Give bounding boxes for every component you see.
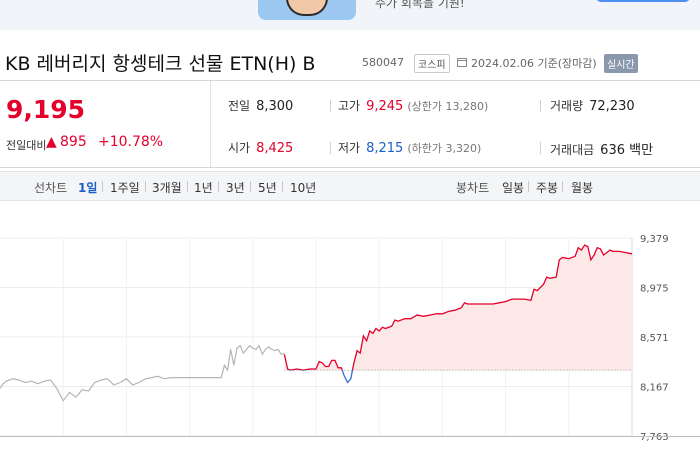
stat-high: 고가 9,245 (상한가 13,280): [338, 97, 488, 114]
stat-prev-value: 8,300: [256, 99, 294, 114]
stat-lower-limit: (하한가 3,320): [407, 142, 482, 155]
price-chart[interactable]: 9,379 8,975 8,571 8,167 7,763: [0, 228, 700, 450]
stock-code: 580047: [362, 56, 404, 69]
divider: [102, 181, 103, 192]
stat-trade-value: 거래대금 636 백만: [550, 139, 653, 158]
stat-prev: 전일 8,300: [228, 97, 293, 114]
change-percent: +10.78%: [98, 134, 164, 150]
divider: [528, 181, 529, 192]
stat-open: 시가 8,425: [228, 139, 293, 156]
calendar-icon: [457, 58, 467, 67]
divider: [330, 142, 331, 154]
stat-low-value: 8,215: [366, 141, 404, 156]
tab-monthly-candle[interactable]: 월봉: [571, 181, 594, 195]
series-line-up: [283, 244, 633, 371]
stat-low-label: 저가: [338, 141, 361, 155]
stock-name: KB 레버리지 항셍테크 선물 ETN(H) B: [5, 53, 316, 75]
y-tick-label: 8,571: [640, 333, 669, 344]
stat-trade-value-label: 거래대금: [550, 143, 595, 157]
divider: [330, 100, 331, 112]
as-of-date: 2024.02.06 기준(장마감): [471, 57, 597, 70]
quote-panel: 9,195 전일대비 ▲ 895 +10.78% 전일 8,300 고가 9,245…: [0, 80, 700, 168]
stat-open-label: 시가: [228, 141, 251, 155]
stat-open-value: 8,425: [256, 141, 294, 156]
up-arrow-icon: ▲: [46, 134, 57, 150]
price-block: 9,195 전일대비 ▲ 895 +10.78%: [0, 81, 211, 167]
divider: [540, 142, 541, 154]
divider: [187, 181, 188, 192]
ad-banner[interactable]: 주가 회복을 기원!: [0, 0, 700, 30]
change-label: 전일대비: [6, 139, 47, 152]
y-tick-label: 8,975: [640, 284, 669, 295]
y-tick-label: 8,167: [640, 383, 669, 394]
line-chart-label: 선차트: [34, 181, 68, 195]
stat-volume-value: 72,230: [589, 99, 635, 114]
realtime-badge[interactable]: 실시간: [604, 54, 638, 73]
stat-upper-limit: (상한가 13,280): [407, 100, 489, 113]
y-tick-label: 9,379: [640, 234, 669, 245]
tab-1-year[interactable]: 1년: [194, 181, 213, 195]
divider: [540, 100, 541, 112]
series-line-previous: [0, 344, 285, 402]
divider: [250, 181, 251, 192]
change-amount: 895: [60, 134, 87, 150]
tab-1-day[interactable]: 1일: [78, 181, 98, 195]
tab-5-years[interactable]: 5년: [258, 181, 277, 195]
tab-3-months[interactable]: 3개월: [152, 181, 182, 195]
tab-1-week[interactable]: 1주일: [110, 181, 140, 195]
divider: [145, 181, 146, 192]
divider: [562, 181, 563, 192]
divider: [282, 181, 283, 192]
market-badge: 코스피: [414, 54, 450, 73]
stat-high-value: 9,245: [366, 99, 404, 114]
tab-10-years[interactable]: 10년: [290, 181, 317, 195]
stat-volume-label: 거래량: [550, 99, 584, 113]
stat-volume: 거래량 72,230: [550, 97, 635, 114]
divider: [218, 181, 219, 192]
candle-chart-label: 봉차트: [456, 181, 490, 195]
tab-weekly-candle[interactable]: 주봉: [536, 181, 559, 195]
tab-daily-candle[interactable]: 일봉: [502, 181, 525, 195]
banner-illustration: [258, 0, 356, 20]
chart-period-tabs: 선차트 1일 1주일 3개월 1년 3년 5년 10년 봉차트 일봉 주봉 월봉: [0, 171, 700, 201]
stock-header: KB 레버리지 항셍테크 선물 ETN(H) B 580047 코스피 2024…: [0, 44, 700, 78]
tab-3-years[interactable]: 3년: [226, 181, 245, 195]
stat-low: 저가 8,215 (하한가 3,320): [338, 139, 481, 156]
y-tick-label: 7,763: [640, 432, 669, 443]
current-price: 9,195: [6, 95, 86, 124]
stat-high-label: 고가: [338, 99, 361, 113]
stat-prev-label: 전일: [228, 99, 251, 113]
banner-button[interactable]: [596, 0, 690, 2]
banner-text: 주가 회복을 기원!: [375, 0, 465, 10]
stat-trade-value-value: 636 백만: [600, 143, 654, 158]
chart-area-fill: [284, 245, 632, 371]
price-chart-svg[interactable]: 9,379 8,975 8,571 8,167 7,763: [0, 228, 700, 450]
